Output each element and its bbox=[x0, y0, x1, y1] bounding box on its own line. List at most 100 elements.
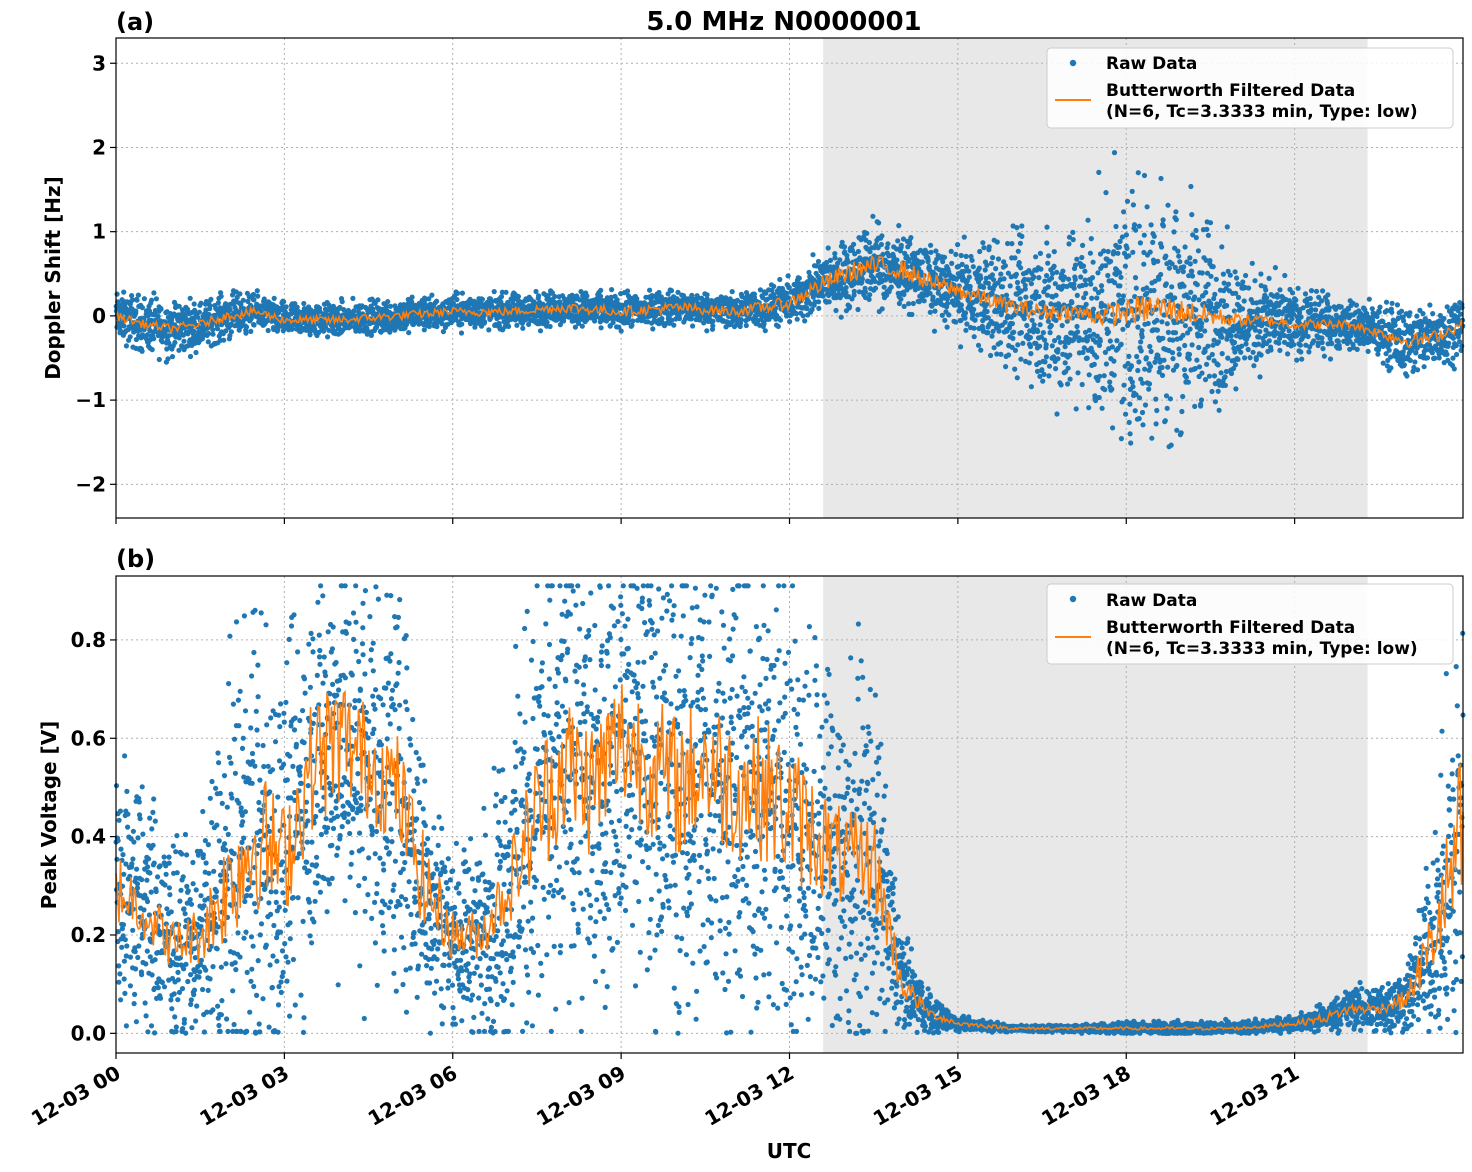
panel-a-raw-point bbox=[1087, 250, 1093, 256]
panel-a-raw-point bbox=[794, 316, 800, 322]
panel-a-raw-point bbox=[1140, 380, 1146, 386]
panel-a-raw-point bbox=[1219, 244, 1225, 250]
panel-a-raw-point bbox=[1002, 263, 1009, 269]
panel-a-raw-point bbox=[1089, 295, 1095, 301]
panel-a-raw-point bbox=[1083, 301, 1089, 307]
panel-a-raw-point bbox=[1080, 263, 1087, 269]
panel-a-raw-point bbox=[1195, 248, 1201, 254]
panel-a-raw-point bbox=[1285, 351, 1291, 357]
panel-a-raw-point bbox=[1160, 335, 1166, 341]
panel-a-raw-point bbox=[1207, 258, 1213, 264]
panel-a-raw-point bbox=[1186, 356, 1192, 362]
panel-a-raw-point bbox=[1054, 411, 1060, 417]
panel-a-raw-point bbox=[205, 330, 212, 337]
panel-a-raw-point bbox=[1246, 285, 1252, 291]
panel-a-raw-point bbox=[427, 319, 433, 325]
panel-a-raw-point bbox=[1014, 225, 1020, 231]
panel-a-raw-point bbox=[1313, 307, 1319, 313]
panel-a-raw-point bbox=[1019, 233, 1025, 239]
panel-a-raw-point bbox=[536, 293, 542, 299]
panel-a-raw-point bbox=[1031, 322, 1037, 328]
panel-a-raw-point bbox=[1138, 348, 1144, 354]
panel-a-raw-point bbox=[1148, 222, 1154, 228]
panel-a-raw-point bbox=[121, 289, 127, 295]
panel-a-raw-point bbox=[1096, 169, 1102, 175]
panel-a-raw-point bbox=[701, 320, 707, 326]
panel-a-raw-point bbox=[149, 297, 155, 303]
panel-a-raw-point bbox=[1075, 329, 1081, 335]
panel-a-raw-point bbox=[851, 288, 857, 294]
panel-a-raw-point bbox=[925, 257, 931, 263]
panel-a-raw-point bbox=[1194, 282, 1200, 288]
panel-a-raw-point bbox=[1111, 372, 1117, 378]
panel-a-raw-point bbox=[777, 317, 784, 323]
panel-a-raw-point bbox=[1096, 342, 1102, 348]
panel-a-raw-point bbox=[1336, 345, 1343, 351]
panel-a-raw-point bbox=[1388, 365, 1394, 371]
panel-a-raw-point bbox=[881, 284, 887, 290]
panel-a-raw-point bbox=[1094, 354, 1100, 360]
panel-a-raw-point bbox=[1202, 377, 1209, 383]
panel-a-raw-point bbox=[350, 295, 356, 301]
panel-a-raw-point bbox=[229, 292, 236, 298]
panel-a-raw-point bbox=[1135, 324, 1141, 330]
panel-a-raw-point bbox=[1134, 353, 1140, 360]
panel-a-raw-point bbox=[1116, 244, 1122, 250]
panel-a-raw-point bbox=[1020, 340, 1026, 346]
panel-a-raw-point bbox=[166, 333, 172, 339]
panel-a-raw-point bbox=[1313, 288, 1320, 294]
panel-a-raw-point bbox=[668, 288, 675, 294]
panel-a-raw-point bbox=[1141, 261, 1147, 267]
panel-a-raw-point bbox=[1174, 427, 1180, 433]
panel-a-raw-point bbox=[999, 284, 1006, 290]
panel-a-raw-point bbox=[1180, 393, 1186, 400]
panel-a-raw-point bbox=[537, 328, 544, 334]
panel-a-raw-point bbox=[647, 287, 653, 293]
panel-a-raw-point bbox=[459, 321, 465, 327]
panel-a-raw-point bbox=[294, 304, 300, 310]
panel-a-raw-point bbox=[223, 301, 229, 307]
panel-a-raw-point bbox=[980, 240, 986, 246]
panel-a-raw-point bbox=[1012, 347, 1019, 353]
panel-a-raw-point bbox=[339, 299, 345, 305]
panel-a-raw-point bbox=[208, 296, 214, 302]
panel-a-raw-point bbox=[218, 293, 224, 299]
panel-a-raw-point bbox=[1206, 373, 1212, 379]
panel-a-raw-point bbox=[1118, 436, 1124, 442]
panel-a-raw-point bbox=[1320, 346, 1326, 352]
panel-a-raw-point bbox=[1192, 294, 1198, 300]
panel-a-raw-point bbox=[139, 348, 145, 354]
panel-a-raw-point bbox=[1242, 355, 1248, 361]
panel-a-raw-point bbox=[1089, 275, 1096, 281]
panel-a-raw-point bbox=[1055, 356, 1061, 362]
panel-a-raw-point bbox=[1199, 370, 1205, 376]
panel-a-raw-point bbox=[1124, 198, 1131, 204]
panel-a-raw-point bbox=[1101, 373, 1107, 379]
panel-a-raw-point bbox=[1171, 229, 1177, 235]
panel-a-raw-point bbox=[145, 313, 151, 319]
panel-a-raw-point bbox=[134, 297, 140, 303]
panel-a-raw-point bbox=[1180, 332, 1186, 338]
panel-a-raw-point bbox=[1121, 382, 1127, 388]
panel-a-raw-point bbox=[210, 327, 216, 333]
panel-a-raw-point bbox=[825, 245, 831, 251]
panel-a-raw-point bbox=[121, 323, 127, 329]
panel-a-raw-point bbox=[1202, 348, 1208, 354]
panel-a-raw-point bbox=[1105, 248, 1111, 255]
panel-a-raw-point bbox=[1224, 303, 1230, 309]
panel-a-raw-point bbox=[1291, 342, 1297, 348]
panel-a-raw-point bbox=[1130, 202, 1136, 208]
panel-a-raw-point bbox=[1029, 317, 1035, 323]
panel-a-raw-point bbox=[243, 330, 249, 336]
panel-a-raw-point bbox=[1027, 304, 1033, 310]
panel-a-raw-point bbox=[1219, 351, 1225, 357]
panel-a-raw-point bbox=[1311, 338, 1317, 344]
panel-a-raw-point bbox=[1038, 266, 1044, 272]
panel-a-raw-point bbox=[458, 330, 465, 336]
panel-a-raw-point bbox=[1049, 343, 1055, 349]
panel-a-raw-point bbox=[141, 296, 147, 302]
panel-a-raw-point bbox=[1120, 298, 1126, 304]
panel-a-raw-point bbox=[982, 267, 988, 273]
panel-a-raw-point bbox=[1189, 212, 1195, 218]
panel-a-raw-point bbox=[650, 326, 656, 332]
